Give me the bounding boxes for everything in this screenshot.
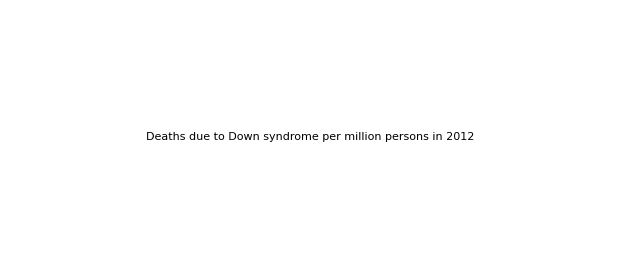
Text: Deaths due to Down syndrome per million persons in 2012: Deaths due to Down syndrome per million …	[146, 132, 474, 142]
